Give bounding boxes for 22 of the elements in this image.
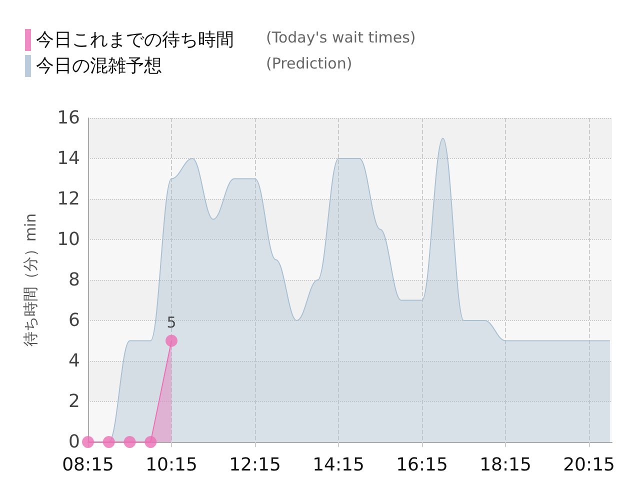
text: (Today's wait times) xyxy=(266,28,416,46)
legend-label: 今日の混雑予想 xyxy=(36,56,162,76)
y-tick-label: 0 xyxy=(68,432,80,452)
y-tick-label: 6 xyxy=(68,310,80,331)
y-tick-label: 4 xyxy=(68,350,80,372)
x-tick-label: 16:15 xyxy=(396,454,448,476)
y-tick-label: 12 xyxy=(57,188,80,210)
x-tick-label: 10:15 xyxy=(146,454,198,476)
y-tick-label: 14 xyxy=(57,148,80,169)
y-tick-label: 8 xyxy=(68,270,80,290)
y-tick-label: 10 xyxy=(57,229,80,250)
x-tick-label: 18:15 xyxy=(480,454,532,476)
y-tick-label: 2 xyxy=(68,391,80,412)
data-label: 5 xyxy=(166,313,176,332)
text: (Prediction) xyxy=(266,54,352,72)
y-axis-title: 待ち時間（分）min xyxy=(22,213,40,347)
x-tick-label: 08:15 xyxy=(62,454,114,476)
y-tick-label: 16 xyxy=(57,108,80,128)
x-tick-label: 14:15 xyxy=(312,454,364,476)
legend-label: 今日これまでの待ち時間 xyxy=(36,30,234,50)
x-tick-label: 20:15 xyxy=(563,454,615,476)
x-tick-label: 12:15 xyxy=(229,454,281,476)
